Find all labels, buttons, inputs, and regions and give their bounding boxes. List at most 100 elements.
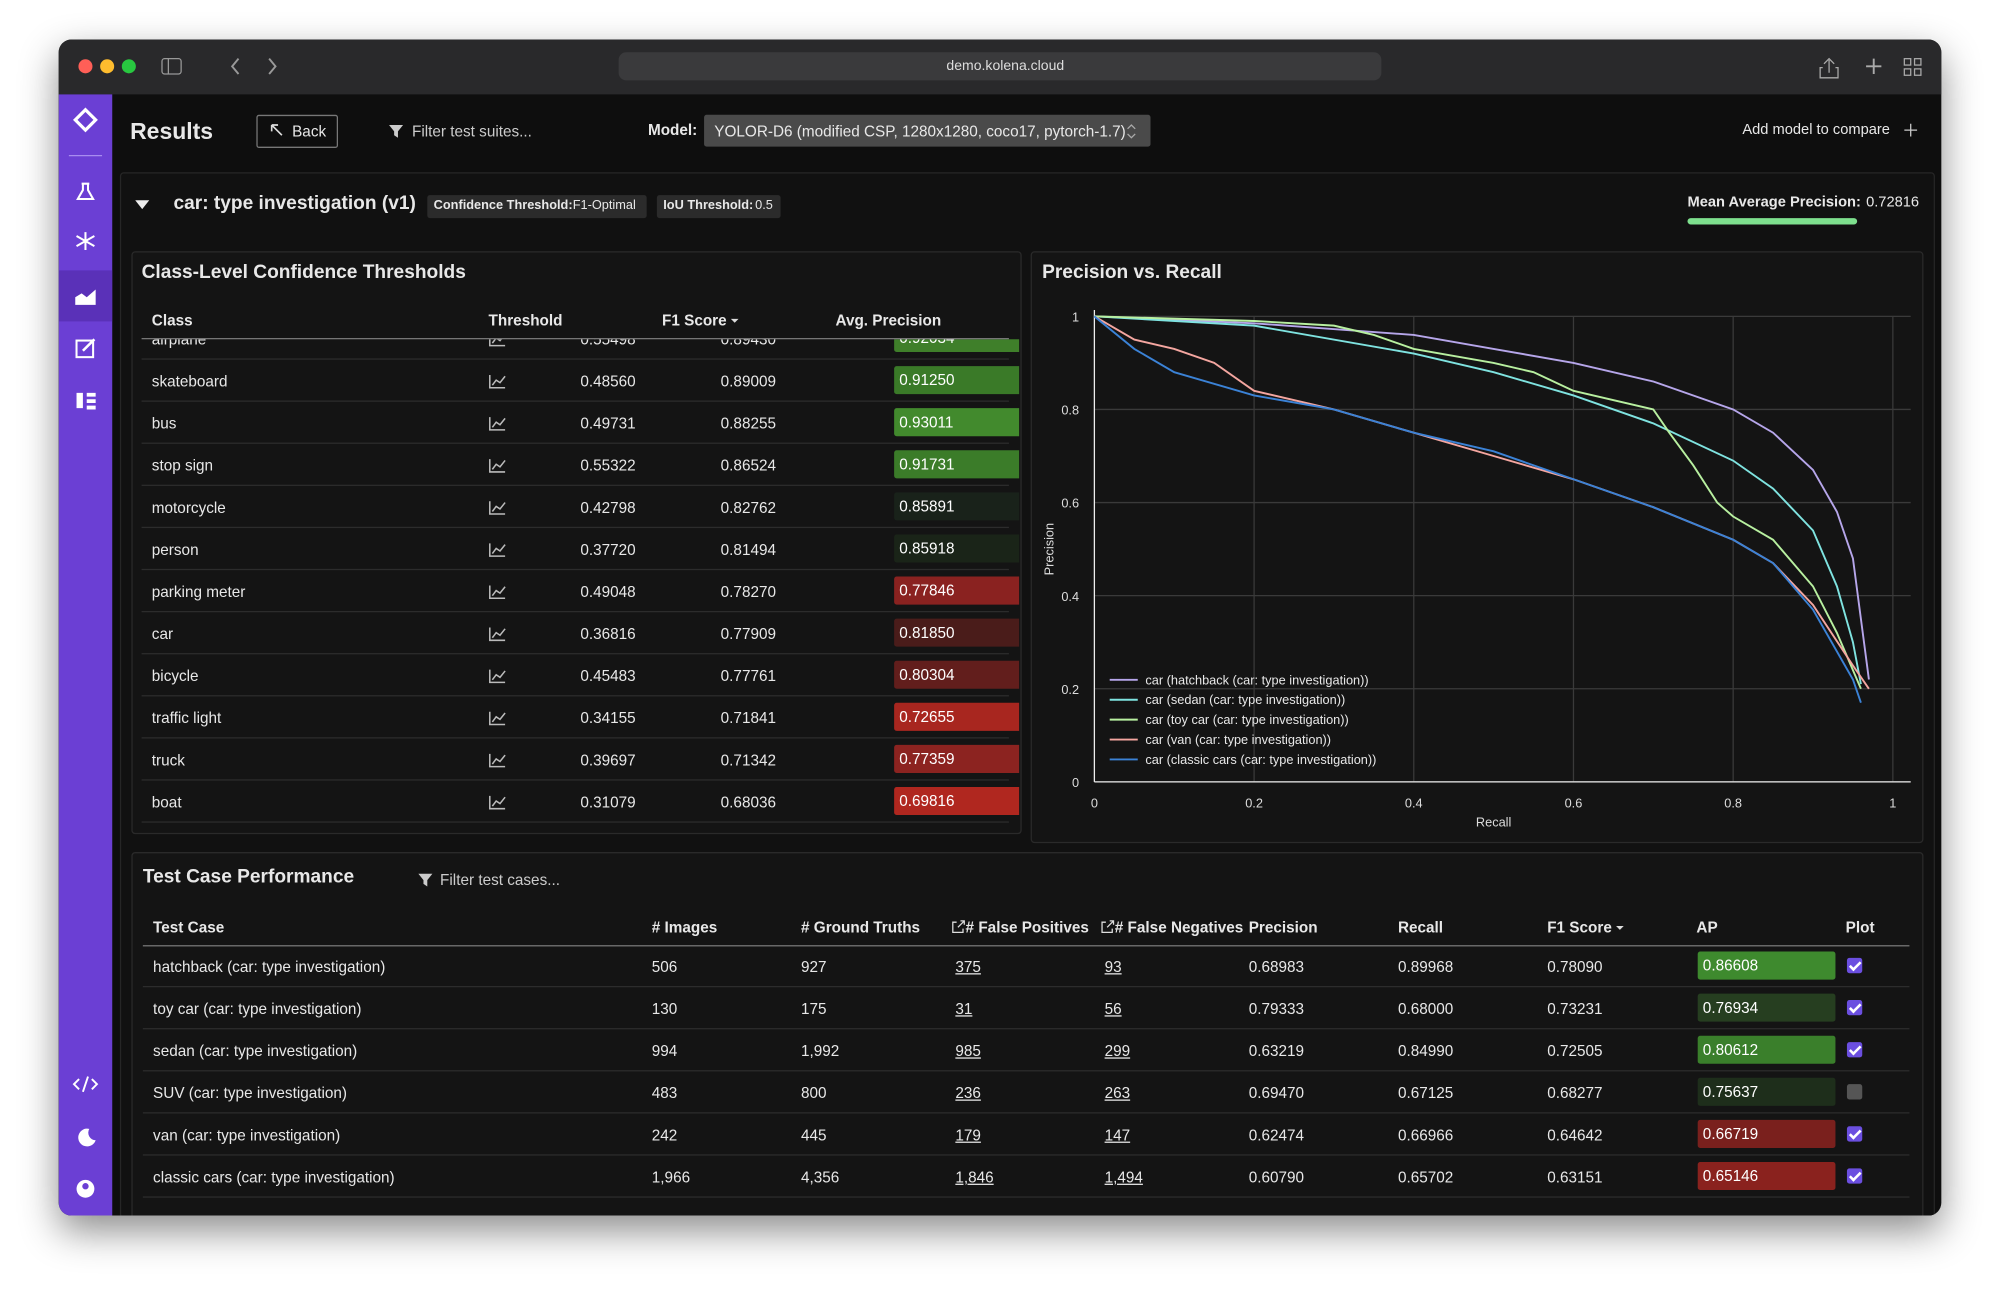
row-line	[141, 442, 1009, 444]
cell-fp[interactable]: 31	[955, 999, 973, 1018]
cell-fn[interactable]: 263	[1104, 1084, 1131, 1103]
cell-name: toy car (car: type investigation)	[153, 999, 362, 1018]
header-line	[142, 945, 1910, 947]
class-name: boat	[151, 793, 182, 812]
plot-checkbox[interactable]	[1846, 1126, 1863, 1142]
cell-fn[interactable]: 299	[1104, 1042, 1131, 1060]
chart-icon[interactable]	[489, 339, 507, 347]
chart-icon[interactable]	[489, 542, 507, 557]
chart-icon[interactable]	[489, 500, 507, 515]
chart-icon[interactable]	[489, 753, 507, 768]
class-name: skateboard	[151, 372, 228, 391]
cell-precision: 0.62474	[1248, 1126, 1305, 1145]
chart-icon[interactable]	[489, 626, 507, 642]
row-line	[142, 1070, 1910, 1072]
avg-precision: 0.72655	[894, 702, 1020, 731]
cell-fn[interactable]: 1,494	[1104, 1168, 1143, 1187]
ap-cell: 0.76934	[1697, 993, 1836, 1022]
cell-fn[interactable]: 93	[1104, 957, 1122, 976]
class-name: person	[151, 540, 199, 559]
chart-icon[interactable]	[489, 584, 507, 599]
plot-checkbox[interactable]	[1846, 1168, 1863, 1184]
threshold: 0.55498	[580, 339, 636, 349]
model-select[interactable]	[704, 114, 1151, 147]
row-line	[141, 484, 1009, 486]
chart-icon[interactable]	[489, 668, 507, 684]
class-title: Class-Level Confidence Thresholds	[141, 261, 466, 284]
f1-score: 0.89009	[720, 372, 777, 391]
filter-icon	[418, 873, 433, 887]
collapse-icon[interactable]	[135, 199, 150, 212]
select-caret	[1127, 124, 1136, 139]
cell-fp[interactable]: 1,846	[955, 1168, 994, 1187]
f1-score: 0.77761	[720, 667, 777, 685]
cell-precision: 0.68983	[1248, 957, 1305, 976]
ap-cell: 0.86608	[1697, 951, 1836, 980]
model-value[interactable]: YOLOR-D6 (modified CSP, 1280x1280, coco1…	[714, 122, 1126, 141]
cell-fn[interactable]: 56	[1104, 999, 1122, 1018]
cell-name: SUV (car: type investigation)	[153, 1084, 348, 1103]
cell-fp[interactable]: 179	[955, 1126, 981, 1145]
f1-score: 0.82762	[720, 498, 777, 517]
y-tick-label: 0.6	[1061, 496, 1079, 511]
cell-f1: 0.68277	[1547, 1084, 1603, 1103]
filter-tests[interactable]: Filter test cases...	[440, 871, 560, 890]
column-header: AP	[1696, 918, 1718, 937]
sidebar-icons[interactable]	[58, 94, 113, 1215]
class-name: parking meter	[151, 582, 246, 601]
chart-icon[interactable]	[489, 710, 507, 726]
column-header: # False Positives	[965, 918, 1089, 937]
row-line	[141, 737, 1009, 739]
cell-precision: 0.69470	[1248, 1084, 1305, 1103]
class-name: stop sign	[151, 456, 214, 475]
cell-recall: 0.84990	[1397, 1042, 1454, 1060]
ap-cell: 0.75637	[1697, 1077, 1836, 1106]
f1-score: 0.68036	[720, 793, 777, 812]
row-line	[141, 358, 1009, 360]
chart-icon[interactable]	[489, 374, 507, 389]
cell-gt: 800	[801, 1084, 827, 1103]
chart-icon[interactable]	[489, 416, 507, 431]
avg-precision: 0.91250	[894, 366, 1020, 395]
chart-icon[interactable]	[489, 458, 507, 473]
column-header: # False Negatives	[1114, 918, 1244, 937]
avg-precision: 0.92034	[894, 339, 1020, 353]
iou-value: 0.5	[755, 198, 773, 214]
map-label: Mean Average Precision:	[1687, 195, 1861, 211]
threshold: 0.31079	[580, 793, 636, 812]
avg-precision: 0.91731	[894, 450, 1020, 479]
avg-precision: 0.77846	[894, 576, 1020, 605]
add-model[interactable]: Add model to compare	[1742, 122, 1890, 138]
f1-score: 0.78270	[720, 582, 777, 601]
y-tick-label: 0.4	[1061, 589, 1079, 604]
plot-checkbox[interactable]	[1846, 1084, 1863, 1100]
plot-checkbox[interactable]	[1846, 999, 1863, 1016]
map-value: 0.72816	[1866, 195, 1920, 211]
chart-icon[interactable]	[489, 795, 507, 810]
back-label[interactable]: Back	[292, 122, 327, 141]
cell-name: van (car: type investigation)	[153, 1126, 341, 1145]
cell-fp[interactable]: 985	[955, 1042, 981, 1060]
plus-icon	[1904, 123, 1918, 137]
class-name: bus	[151, 414, 177, 433]
cell-fp[interactable]: 375	[955, 957, 981, 976]
cell-f1: 0.73231	[1547, 999, 1603, 1018]
avg-precision: 0.81850	[894, 618, 1020, 647]
row-line	[141, 695, 1009, 697]
url[interactable]: demo.kolena.cloud	[946, 58, 1065, 74]
y-tick-label: 0.2	[1061, 682, 1079, 697]
plot-checkbox[interactable]	[1846, 957, 1863, 974]
cell-fp[interactable]: 236	[955, 1084, 981, 1103]
plot-checkbox[interactable]	[1846, 1042, 1863, 1058]
legend-label: car (hatchback (car: type investigation)…	[1145, 672, 1368, 687]
class-name: traffic light	[151, 709, 222, 728]
ap-cell: 0.80612	[1697, 1035, 1836, 1064]
row-line	[142, 1196, 1910, 1198]
cell-fn[interactable]: 147	[1104, 1126, 1131, 1145]
back-button[interactable]	[256, 114, 339, 148]
cell-images: 242	[651, 1126, 678, 1145]
filter-suites[interactable]: Filter test suites...	[411, 122, 532, 141]
x-axis-label: Recall	[1476, 815, 1511, 830]
f1-score: 0.71841	[720, 709, 777, 728]
threshold: 0.42798	[580, 498, 636, 517]
